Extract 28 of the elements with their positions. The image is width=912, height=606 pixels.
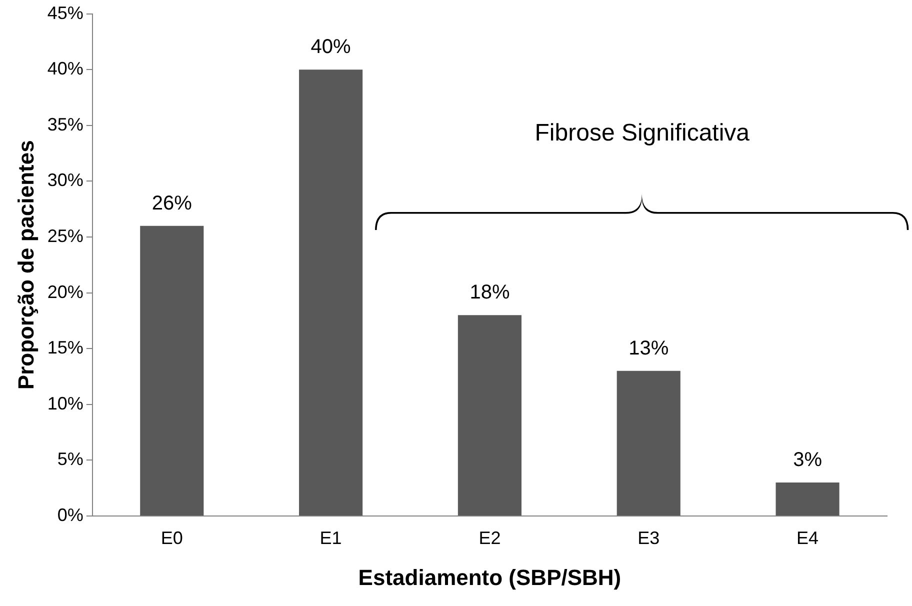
annotation: Fibrose Significativa	[534, 119, 750, 146]
data-label: 18%	[470, 282, 510, 304]
data-label: 13%	[628, 337, 669, 360]
y-tick-label: 5%	[57, 449, 84, 470]
y-tick-label: 15%	[47, 338, 84, 358]
bar	[616, 370, 680, 516]
data-label: 26%	[152, 192, 192, 214]
bar	[299, 70, 363, 516]
y-tick-label: 30%	[47, 170, 84, 190]
y-tick-label: 45%	[47, 2, 84, 23]
data-label: 40%	[310, 36, 352, 58]
y-tick-label: 0%	[57, 504, 84, 525]
bar	[140, 226, 204, 516]
bar	[776, 482, 840, 516]
x-axis-title: Estadiamento (SBP/SBH)	[358, 564, 622, 590]
y-axis-title: Proporção de pacientes	[13, 140, 38, 390]
y-tick-label: 20%	[47, 282, 84, 302]
y-tick-label: 35%	[47, 114, 84, 134]
y-tick-label: 40%	[47, 58, 84, 79]
x-tick-label: E2	[478, 528, 501, 548]
bar	[458, 315, 522, 516]
x-tick-label: E1	[320, 528, 342, 548]
data-label: 3%	[793, 449, 822, 472]
x-tick-label: E4	[796, 528, 819, 548]
y-tick-label: 25%	[47, 226, 84, 246]
x-tick-label: E0	[160, 528, 183, 548]
y-tick-label: 10%	[47, 393, 84, 414]
x-tick-label: E3	[638, 528, 660, 548]
